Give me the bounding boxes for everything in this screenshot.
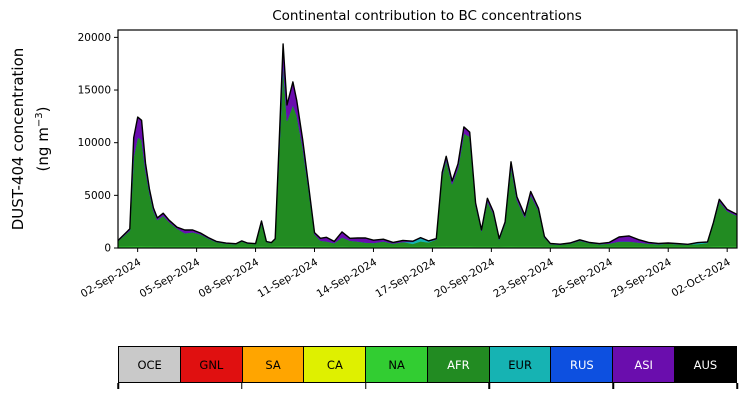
legend-cell-oce: OCE (118, 346, 182, 383)
stacked-area-chart: Continental contribution to BC concentra… (78, 8, 738, 300)
y-axis-unit: (ng m−3) (34, 106, 52, 172)
x-tick-label: 20-Sep-2024 (432, 256, 497, 300)
legend-cell-afr: AFR (426, 346, 490, 383)
x-tick-label: 02-Oct-2024 (669, 256, 733, 300)
legend-tick (488, 383, 491, 389)
area-series-rus (118, 62, 737, 245)
y-tick-label: 15000 (78, 85, 111, 97)
x-tick-label: 02-Sep-2024 (79, 256, 144, 300)
legend-cell-ca: CA (303, 346, 367, 383)
legend-cell-eur: EUR (488, 346, 552, 383)
area-series-aus (118, 43, 737, 245)
legend-tick (241, 383, 243, 389)
legend-cell-gnl: GNL (179, 346, 243, 383)
y-tick-label: 10000 (78, 137, 111, 149)
area-series-afr (118, 62, 737, 247)
plot-frame (117, 29, 738, 249)
legend-cell-rus: RUS (550, 346, 614, 383)
legend-axis-ticks (117, 383, 738, 391)
x-tick-label: 08-Sep-2024 (197, 256, 262, 300)
y-tick-label: 0 (104, 243, 111, 255)
legend-tick (736, 383, 738, 389)
legend-cell-na: NA (365, 346, 429, 383)
legend-cell-sa: SA (241, 346, 305, 383)
y-axis-unit-exponent: −3 (34, 112, 45, 128)
legend-tick (612, 383, 614, 389)
legend-tick (364, 383, 367, 389)
y-tick-label: 20000 (78, 32, 111, 44)
x-tick-label: 17-Sep-2024 (373, 256, 438, 300)
area-series-asi (118, 43, 737, 245)
legend-cell-asi: ASI (612, 346, 676, 383)
x-tick-label: 23-Sep-2024 (491, 256, 556, 300)
y-axis-label-line1: DUST-404 concentration (9, 47, 27, 231)
x-tick-label: 11-Sep-2024 (256, 256, 321, 300)
x-tick-label: 14-Sep-2024 (315, 256, 380, 300)
legend-tick (117, 383, 119, 389)
x-tick-label: 05-Sep-2024 (138, 256, 203, 300)
plot-area (118, 43, 737, 248)
y-tick-label: 5000 (84, 190, 111, 202)
y-axis-label: DUST-404 concentration (ng m−3) (8, 0, 52, 279)
chart-title: Continental contribution to BC concentra… (272, 8, 582, 24)
continent-legend: OCE GNL SA CA NA AFR EUR RUS ASI AUS (118, 346, 737, 383)
area-series-eur (118, 62, 737, 245)
x-tick-label: 29-Sep-2024 (609, 256, 674, 300)
legend-cell-aus: AUS (673, 346, 737, 383)
total-concentration-line (118, 43, 737, 246)
x-tick-label: 26-Sep-2024 (550, 256, 615, 300)
